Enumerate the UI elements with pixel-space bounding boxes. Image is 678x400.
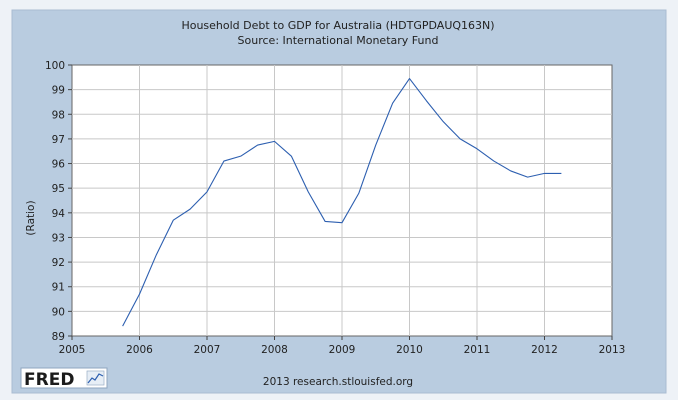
- data-point: [155, 254, 157, 256]
- y-tick-label: 94: [52, 208, 66, 220]
- chart-title: Household Debt to GDP for Australia (HDT…: [181, 19, 494, 32]
- data-point: [375, 144, 377, 146]
- y-tick-label: 100: [45, 60, 65, 72]
- data-point: [223, 160, 225, 162]
- x-tick-label: 2009: [329, 344, 356, 356]
- y-tick-label: 99: [52, 85, 65, 97]
- y-axis-ticks: 89 90 91 92 93 94 95 96 97 98 99 100: [45, 60, 72, 343]
- chart-subtitle: Source: International Monetary Fund: [238, 34, 439, 47]
- data-point: [510, 170, 512, 172]
- data-point: [290, 155, 292, 157]
- fred-logo: FRED: [20, 367, 108, 390]
- data-point: [425, 100, 427, 102]
- data-point: [476, 148, 478, 150]
- data-point: [358, 192, 360, 194]
- series-group: [121, 77, 562, 327]
- data-point: [307, 191, 309, 193]
- series-line: [122, 78, 562, 327]
- x-tick-label: 2012: [531, 344, 558, 356]
- y-tick-label: 91: [52, 282, 65, 294]
- y-tick-label: 90: [52, 306, 65, 318]
- x-tick-label: 2006: [126, 344, 153, 356]
- data-point: [240, 155, 242, 157]
- data-point: [206, 191, 208, 193]
- data-point: [341, 221, 343, 223]
- data-point: [256, 144, 258, 146]
- data-point: [442, 120, 444, 122]
- data-point: [408, 77, 410, 79]
- data-point: [138, 293, 140, 295]
- data-point: [391, 102, 393, 104]
- y-tick-label: 96: [52, 159, 66, 171]
- data-point: [273, 140, 275, 142]
- y-tick-label: 92: [52, 257, 65, 269]
- x-tick-label: 2010: [396, 344, 423, 356]
- data-point: [560, 172, 562, 174]
- x-axis-ticks: 2005 2006 2007 2008 2009 2010 2011 2012 2013: [59, 336, 626, 356]
- y-tick-label: 97: [52, 134, 65, 146]
- x-tick-label: 2008: [261, 344, 288, 356]
- data-point: [459, 138, 461, 140]
- y-tick-label: 89: [52, 331, 65, 343]
- y-tick-label: 98: [52, 109, 65, 121]
- data-point: [121, 325, 123, 327]
- footer-source: 2013 research.stlouisfed.org: [263, 376, 413, 388]
- data-point: [172, 219, 174, 221]
- x-tick-label: 2007: [194, 344, 221, 356]
- y-tick-label: 95: [52, 183, 65, 195]
- grid-lines: [72, 65, 612, 336]
- mini-chart-icon: [86, 370, 105, 386]
- data-point: [493, 160, 495, 162]
- data-point: [324, 220, 326, 222]
- data-point: [543, 172, 545, 174]
- fred-logo-box: [20, 367, 108, 389]
- x-tick-label: 2011: [464, 344, 491, 356]
- data-point: [189, 208, 191, 210]
- data-point: [526, 176, 528, 178]
- x-tick-label: 2013: [599, 344, 626, 356]
- y-axis-label: (Ratio): [25, 200, 37, 235]
- fred-logo-text: FRED: [24, 370, 74, 390]
- x-tick-label: 2005: [59, 344, 86, 356]
- y-tick-label: 93: [52, 232, 65, 244]
